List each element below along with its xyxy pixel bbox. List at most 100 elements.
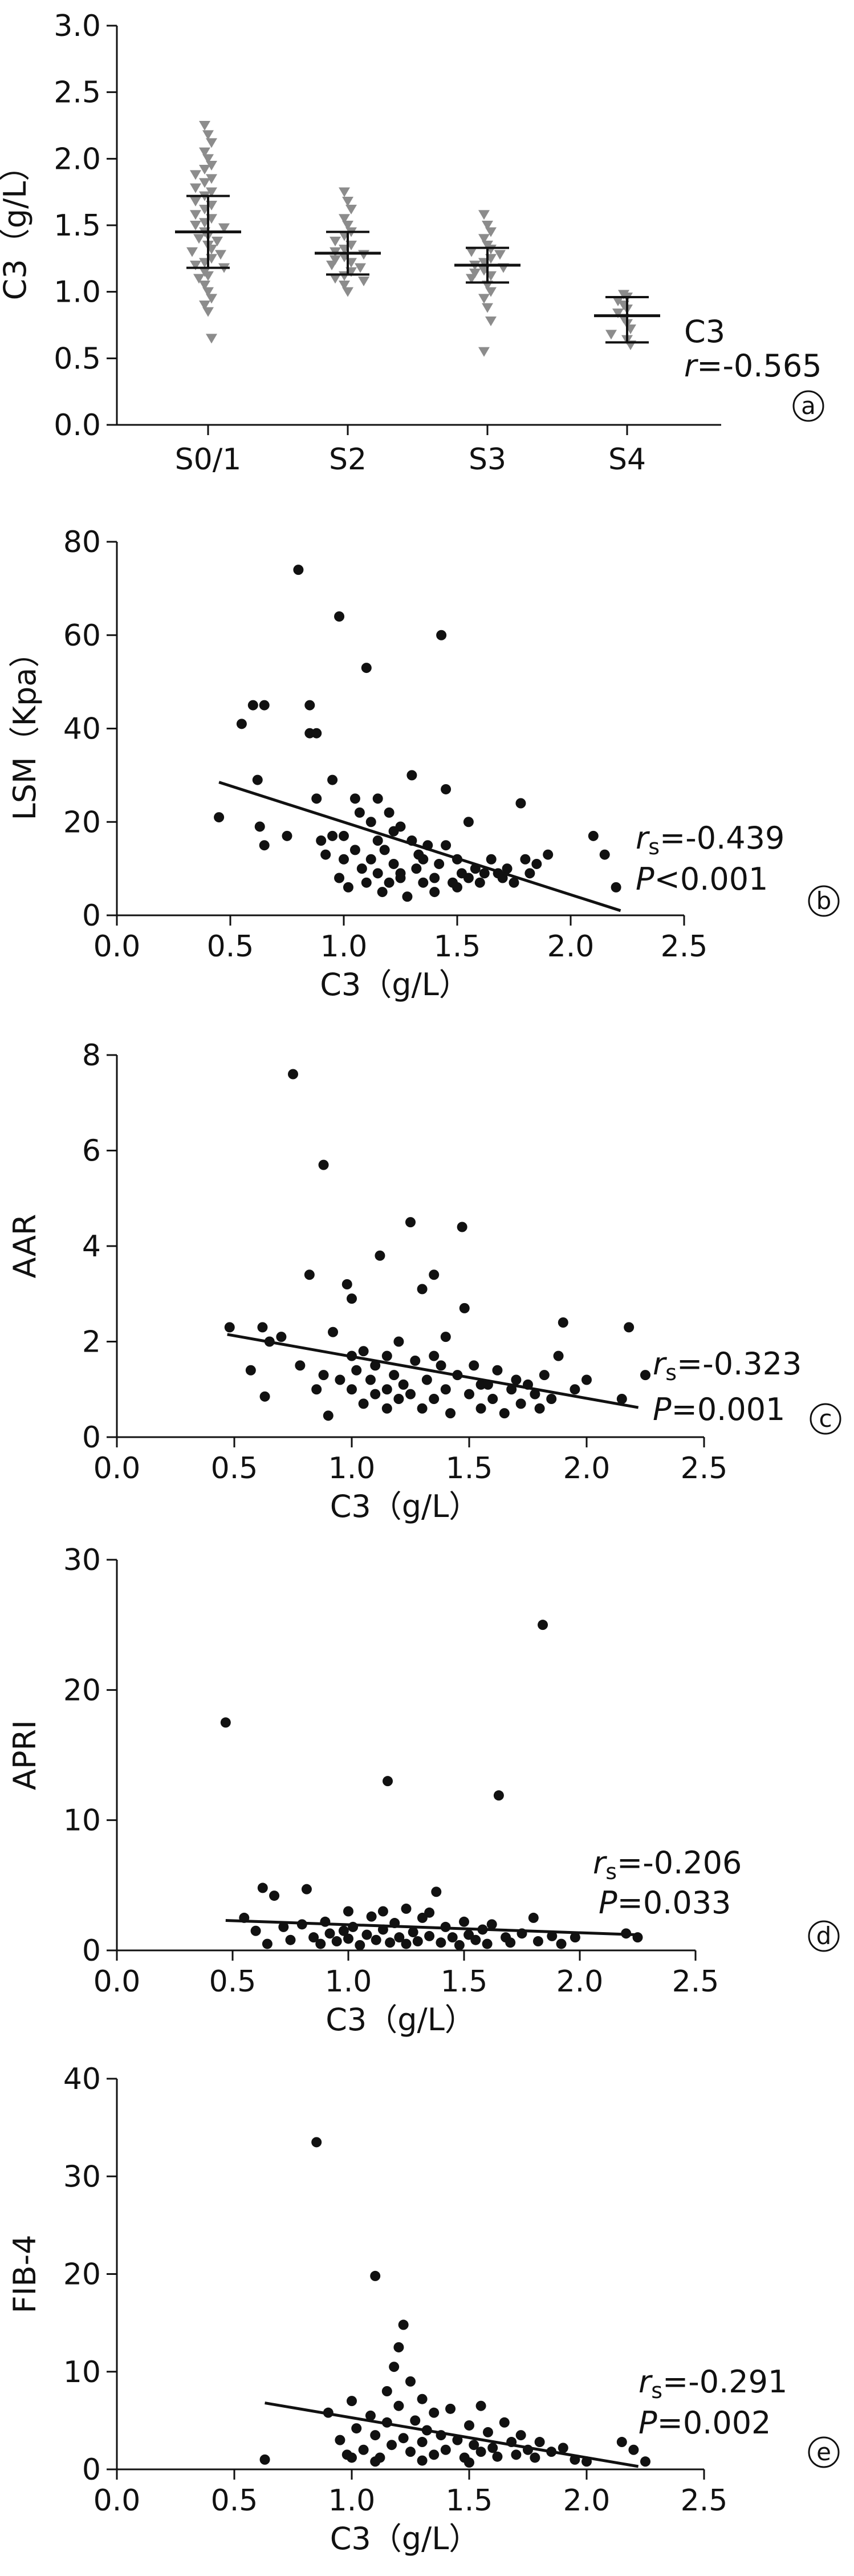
y-tick-label: 40 <box>63 2062 101 2096</box>
data-point <box>482 221 493 230</box>
data-point <box>358 277 369 286</box>
data-point <box>553 1350 564 1361</box>
data-point <box>464 2420 474 2431</box>
data-point <box>436 1937 446 1948</box>
panel-label: d <box>808 1920 840 1952</box>
data-point <box>530 1389 540 1399</box>
data-point <box>370 1360 381 1371</box>
points <box>220 1620 643 1950</box>
y-tick-label: 20 <box>63 1673 101 1707</box>
x-tick-label: 0.5 <box>207 930 254 964</box>
data-point <box>377 887 388 898</box>
data-point <box>356 863 367 874</box>
data-point <box>441 784 452 794</box>
panel-label: c <box>810 1403 841 1435</box>
data-point <box>278 1921 289 1932</box>
data-point <box>361 663 372 674</box>
data-point <box>511 2449 522 2460</box>
data-point <box>315 1938 326 1949</box>
data-point <box>214 812 225 823</box>
y-tick-label: 10 <box>63 2355 101 2390</box>
data-point <box>524 868 535 879</box>
data-point <box>202 287 214 297</box>
data-point <box>311 1384 322 1395</box>
data-point <box>515 1398 526 1409</box>
stat-value: =-0.565 <box>697 348 822 384</box>
data-point <box>628 2444 639 2455</box>
y-tick-label: 2 <box>82 1325 101 1360</box>
points <box>259 2137 650 2468</box>
data-point <box>417 2394 428 2404</box>
data-point <box>381 1384 392 1395</box>
data-point <box>342 221 353 230</box>
data-point <box>206 174 217 184</box>
x-tick-label: 1.5 <box>446 2484 493 2518</box>
stat-subscript: s <box>648 834 660 859</box>
x-tick-label: 0.5 <box>211 2484 258 2518</box>
data-point <box>482 1938 493 1949</box>
data-point <box>502 863 513 874</box>
data-point <box>605 330 617 340</box>
data-point <box>410 2415 421 2426</box>
data-point <box>486 1919 497 1930</box>
y-axis-title: LSM（Kpa） <box>7 637 43 821</box>
data-point <box>447 1932 458 1943</box>
x-tick-label: 2.5 <box>681 2484 728 2518</box>
trend-line <box>265 2401 639 2468</box>
data-point <box>520 854 531 865</box>
data-point <box>355 1940 365 1950</box>
data-point <box>570 1932 580 1943</box>
data-point <box>588 830 599 841</box>
data-point <box>440 2444 451 2455</box>
data-point <box>252 774 263 785</box>
data-point <box>475 2447 486 2457</box>
data-point <box>343 1933 353 1944</box>
group-S0/1 <box>175 121 241 344</box>
data-point <box>398 2433 409 2444</box>
group-S2 <box>315 187 381 297</box>
data-point <box>431 1887 442 1897</box>
data-point <box>245 1365 256 1376</box>
chart-panel-b: 0 20 40 60 80 LSM（Kpa） 0.0 0.5 1.0 1.5 2.0 2.5 C3（g/… <box>7 525 840 1003</box>
data-point <box>454 1940 465 1950</box>
data-point <box>581 1374 592 1385</box>
data-point <box>531 858 542 869</box>
data-point <box>478 210 490 220</box>
data-point <box>389 1370 400 1381</box>
data-point <box>412 1936 423 1947</box>
data-point <box>259 840 270 851</box>
y-tick-label: 4 <box>82 1230 101 1264</box>
data-point <box>398 2319 409 2330</box>
data-point <box>327 774 338 785</box>
x-tick-label: 2.5 <box>661 930 708 964</box>
data-point <box>318 1159 329 1170</box>
y-tick-label: 6 <box>82 1134 101 1169</box>
trend-line <box>227 1333 639 1409</box>
data-point <box>206 187 217 197</box>
data-point <box>347 1384 357 1395</box>
data-point <box>492 2451 503 2462</box>
data-point <box>417 2455 428 2466</box>
data-point <box>330 255 341 265</box>
stat-symbol: r <box>639 2364 653 2400</box>
x-tick-label: 1.5 <box>446 1451 493 1486</box>
data-point <box>308 1932 319 1943</box>
data-point <box>417 1284 428 1295</box>
data-point <box>324 1928 335 1939</box>
data-point <box>372 868 383 879</box>
stat-value: =-0.323 <box>677 1346 802 1382</box>
data-point <box>393 2400 404 2411</box>
data-point <box>342 197 353 206</box>
x-tick-label: 1.0 <box>328 1451 376 1486</box>
data-point <box>393 2342 404 2352</box>
data-point <box>262 1938 273 1949</box>
data-point <box>206 138 217 148</box>
x-tick-label: 2.5 <box>681 1451 728 1486</box>
data-point <box>250 1925 261 1936</box>
stat-value: =0.002 <box>657 2405 771 2441</box>
x-axis-title: C3（g/L） <box>326 2002 475 2038</box>
data-point <box>320 849 331 860</box>
data-point <box>218 223 230 233</box>
x-tick-label: 0.5 <box>211 1451 258 1486</box>
y-tick-label: 80 <box>63 525 101 559</box>
